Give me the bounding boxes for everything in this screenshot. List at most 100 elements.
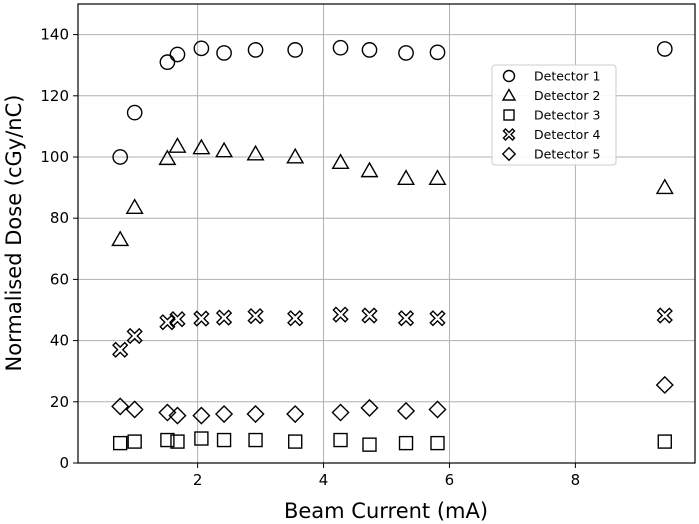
- data-point: [361, 42, 378, 58]
- data-point: [428, 400, 447, 419]
- data-point: [192, 138, 211, 155]
- series-3: [112, 431, 672, 452]
- data-point: [216, 432, 232, 448]
- data-point: [360, 398, 379, 417]
- data-point: [126, 327, 143, 345]
- data-point: [246, 144, 265, 161]
- data-point: [397, 310, 415, 327]
- x-tick-label: 2: [193, 471, 203, 489]
- legend-label: Detector 3: [534, 108, 600, 123]
- data-point: [429, 310, 446, 327]
- legend-label: Detector 5: [534, 147, 600, 162]
- data-point: [111, 397, 130, 416]
- legend-item: Detector 1: [502, 69, 600, 84]
- legend-label: Detector 4: [534, 127, 600, 142]
- legend-marker: [503, 109, 515, 121]
- data-point: [215, 141, 234, 158]
- y-tick-label: 100: [40, 148, 69, 166]
- y-axis-label: Normalised Dose (cGy/nC): [2, 95, 26, 372]
- data-point: [287, 42, 304, 58]
- data-point: [287, 310, 304, 327]
- data-point: [127, 434, 142, 449]
- data-point: [193, 40, 210, 57]
- data-point: [656, 307, 673, 324]
- series-1: [112, 39, 673, 165]
- data-point: [361, 307, 378, 324]
- y-tick-label: 20: [50, 393, 69, 411]
- data-point: [112, 341, 129, 358]
- data-point: [398, 435, 414, 451]
- data-point: [655, 375, 674, 395]
- data-point: [169, 46, 186, 63]
- data-point: [430, 435, 445, 451]
- legend-marker: [501, 88, 517, 101]
- data-point: [396, 401, 416, 421]
- data-point: [247, 307, 264, 325]
- data-point: [332, 306, 349, 323]
- legend-marker: [502, 128, 516, 141]
- y-tick-label: 60: [50, 270, 69, 288]
- legend-item: Detector 5: [501, 147, 600, 162]
- data-point: [288, 434, 303, 449]
- x-axis-label: Beam Current (mA): [284, 499, 488, 523]
- y-tick-label: 0: [59, 454, 69, 472]
- data-point: [159, 314, 176, 331]
- data-point: [125, 198, 144, 215]
- data-point: [247, 42, 264, 58]
- series-2: [111, 137, 674, 247]
- data-point: [112, 435, 128, 451]
- data-point: [286, 147, 305, 164]
- data-point: [655, 178, 674, 195]
- data-point: [215, 404, 234, 424]
- data-point: [194, 431, 209, 446]
- data-point: [428, 169, 447, 185]
- y-tick-label: 40: [50, 332, 69, 350]
- data-point: [362, 437, 377, 452]
- data-point: [397, 169, 416, 185]
- data-point: [331, 153, 350, 170]
- data-point: [216, 45, 232, 61]
- y-tick-label: 120: [40, 87, 69, 105]
- legend-item: Detector 2: [501, 88, 600, 103]
- data-point: [429, 44, 446, 61]
- data-point: [215, 309, 233, 326]
- data-point: [656, 41, 673, 57]
- data-point: [332, 39, 349, 56]
- data-point: [126, 104, 143, 121]
- x-tick-label: 8: [571, 471, 581, 489]
- data-point: [168, 137, 187, 153]
- data-point: [657, 434, 672, 449]
- legend-marker: [502, 69, 516, 83]
- data-point: [333, 432, 348, 448]
- series-5: [111, 375, 674, 425]
- data-point: [286, 404, 305, 424]
- x-tick-label: 4: [319, 471, 329, 489]
- legend-item: Detector 3: [503, 108, 600, 123]
- data-point: [158, 149, 177, 166]
- y-tick-label: 80: [50, 209, 69, 227]
- data-point: [193, 310, 210, 327]
- data-point: [398, 45, 414, 61]
- data-point: [159, 54, 176, 70]
- series-4: [112, 306, 673, 358]
- data-point: [125, 400, 144, 419]
- data-point: [168, 406, 187, 425]
- data-point: [331, 403, 350, 422]
- plot-area: [77, 3, 696, 464]
- data-point: [170, 434, 185, 449]
- data-point: [192, 406, 211, 425]
- legend-item: Detector 4: [502, 127, 600, 142]
- legend-frame: [491, 64, 617, 166]
- x-tick-label: 6: [445, 471, 455, 489]
- data-point: [158, 403, 177, 422]
- data-point: [360, 161, 379, 178]
- legend-label: Detector 2: [534, 88, 600, 103]
- y-tick-label: 140: [40, 26, 69, 44]
- data-markers: [111, 39, 674, 452]
- data-point: [112, 149, 129, 165]
- data-point: [248, 432, 263, 448]
- legend: Detector 1 Detector 2 Detector 3 Detector 4…: [491, 64, 617, 166]
- legend-label: Detector 1: [534, 69, 600, 84]
